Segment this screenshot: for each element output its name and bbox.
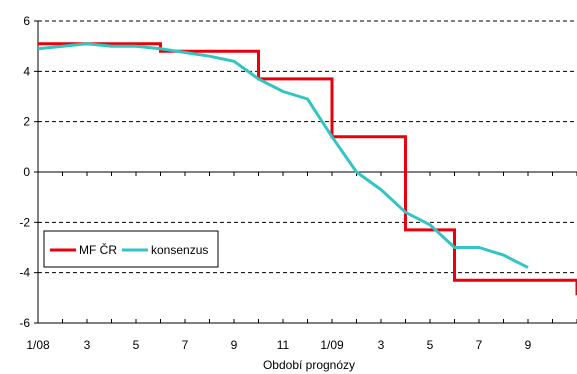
y-tick-labels: -6 -4 -2 0 2 4 6 [19, 14, 30, 330]
x-axis-title: Období prognózy [263, 358, 355, 372]
x-tick-label-9: 7 [476, 338, 483, 352]
x-tick-label-1: 3 [84, 338, 91, 352]
y-tick-label-4: 4 [23, 64, 30, 78]
x-tick-label-10: 9 [525, 338, 532, 352]
grid-lines [38, 20, 577, 274]
x-tick-label-8: 5 [427, 338, 434, 352]
x-tick-label-0: 1/08 [26, 338, 50, 352]
y-tick-label-6: 6 [23, 14, 30, 28]
x-tick-label-7: 3 [378, 338, 385, 352]
series-line-konsenzus [37, 42, 529, 269]
x-tick-label-5: 11 [277, 338, 290, 352]
x-tick-labels: 1/08 3 5 7 9 11 1/09 3 5 7 9 [26, 338, 531, 352]
x-tick-label-2: 5 [133, 338, 140, 352]
series-line-mf-cr [38, 42, 577, 296]
y-tick-label--6: -6 [19, 316, 30, 330]
y-tick-label-0: 0 [23, 165, 30, 179]
x-tick-label-6: 1/09 [320, 338, 344, 352]
y-tick-label-2: 2 [23, 115, 30, 129]
series-lines [37, 42, 577, 296]
y-tick-label--4: -4 [19, 266, 30, 280]
axes [34, 20, 577, 324]
legend-label-konsenzus: konsenzus [151, 243, 208, 257]
legend-label-mf-cr: MF ČR [79, 242, 117, 257]
y-tick-label--2: -2 [19, 215, 30, 229]
legend: MF ČR konsenzus [43, 230, 219, 268]
x-tick-label-3: 7 [182, 338, 189, 352]
x-tick-label-4: 9 [231, 338, 238, 352]
